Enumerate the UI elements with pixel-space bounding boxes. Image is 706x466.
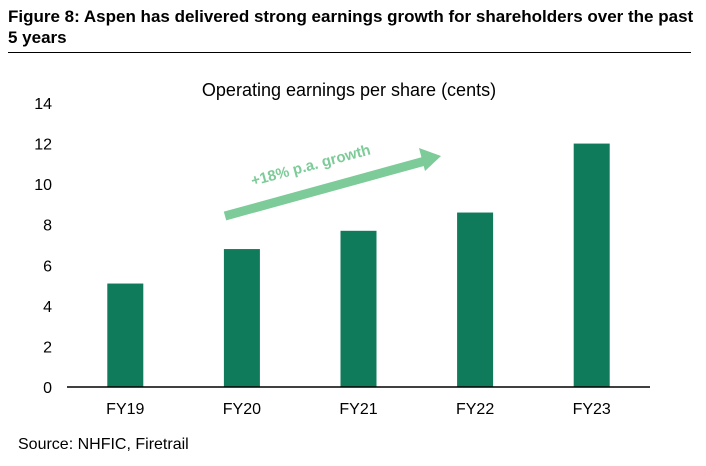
y-tick-label: 0 — [43, 380, 52, 397]
y-tick-label: 8 — [43, 218, 52, 235]
title-divider — [8, 52, 691, 53]
bar-fy23 — [573, 143, 610, 387]
x-tick-label: FY22 — [456, 401, 494, 418]
y-tick-label: 14 — [34, 96, 52, 113]
x-tick-label: FY21 — [339, 401, 377, 418]
y-tick-label: 12 — [34, 137, 52, 154]
bar-fy20 — [223, 249, 260, 387]
growth-arrow-shaft — [223, 156, 427, 221]
growth-annotation: +18% p.a. growth — [223, 142, 441, 221]
growth-arrow-head — [419, 148, 441, 171]
y-tick-label: 10 — [34, 177, 52, 194]
y-axis-ticks: 0 2 4 6 8 10 12 14 — [34, 96, 52, 397]
y-tick-label: 6 — [43, 258, 52, 275]
bar-fy22 — [457, 212, 494, 387]
x-tick-label: FY19 — [106, 401, 144, 418]
chart-title: Operating earnings per share (cents) — [202, 80, 496, 100]
x-axis-ticks: FY19 FY20 FY21 FY22 FY23 — [106, 401, 611, 418]
bar-fy19 — [107, 283, 144, 387]
y-tick-label: 2 — [43, 339, 52, 356]
x-tick-label: FY23 — [573, 401, 611, 418]
figure-title: Figure 8: Aspen has delivered strong ear… — [8, 7, 694, 47]
y-tick-label: 4 — [43, 299, 52, 316]
source-note: Source: NHFIC, Firetrail — [18, 436, 189, 453]
x-tick-label: FY20 — [223, 401, 261, 418]
bars — [107, 143, 610, 387]
bar-fy21 — [340, 230, 377, 387]
